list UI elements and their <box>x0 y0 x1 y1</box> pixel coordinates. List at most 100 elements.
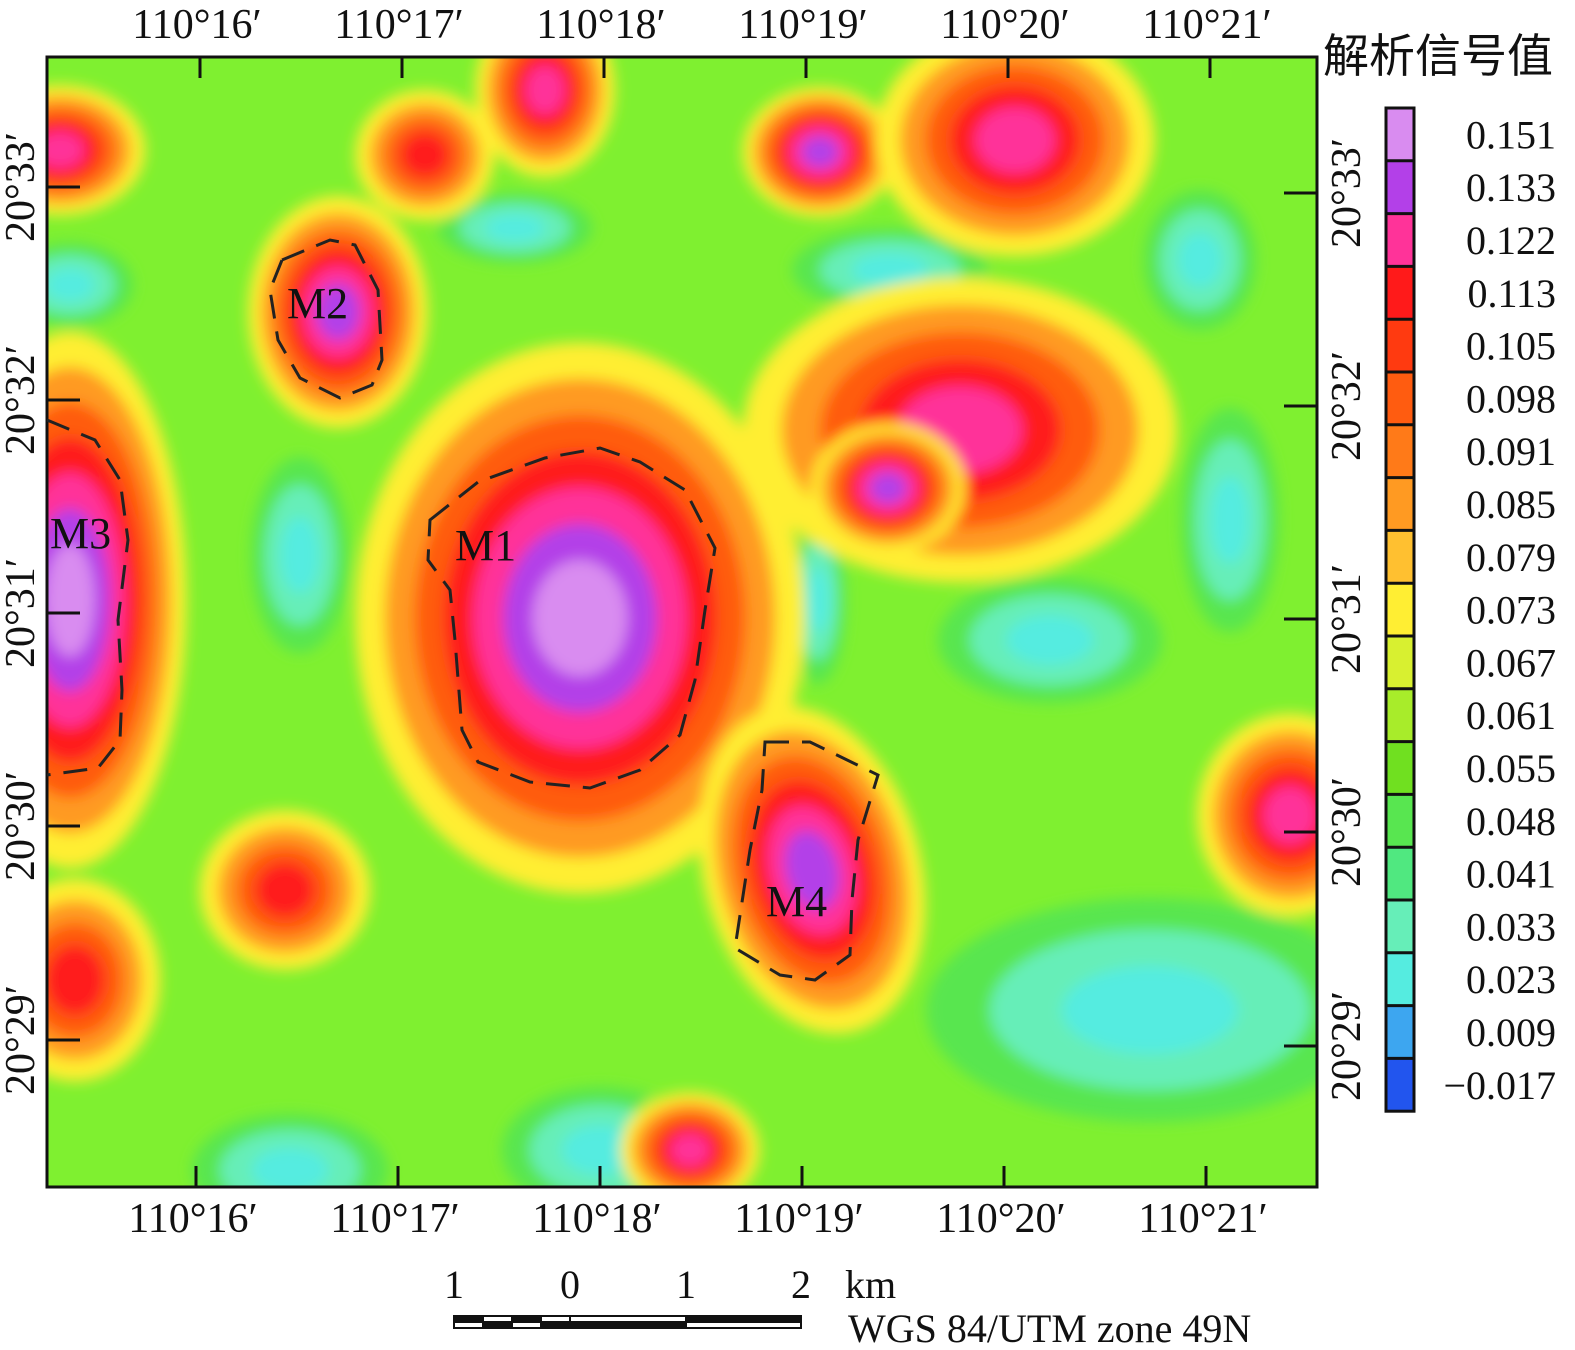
legend-swatch <box>1386 530 1414 584</box>
legend-value: 0.113 <box>1467 271 1556 316</box>
legend-swatch <box>1386 266 1414 320</box>
low-region <box>1006 615 1094 665</box>
legend-swatch <box>1386 160 1414 214</box>
legend-swatch <box>1386 741 1414 795</box>
legend-swatch <box>1386 1058 1414 1112</box>
legend-swatch <box>1386 688 1414 742</box>
left-lat-label: 20°29′ <box>0 985 44 1095</box>
legend-value: 0.122 <box>1466 218 1556 263</box>
high-region <box>801 136 839 168</box>
low-region <box>561 1125 639 1175</box>
left-lat-label: 20°32′ <box>0 345 44 455</box>
scale-bar-segment <box>482 1321 513 1329</box>
anomaly-field <box>47 57 1317 1187</box>
scale-label: 0 <box>560 1262 580 1307</box>
legend-value: 0.098 <box>1466 376 1556 421</box>
bottom-lon-label: 110°17′ <box>330 1196 459 1242</box>
anomaly-labels: M1 M2 M3 M4 <box>50 279 827 926</box>
color-legend: 解析信号值 0.151 0.133 0.122 0.113 0.105 0.098 0.09… <box>1323 31 1556 1113</box>
high-region <box>255 862 315 918</box>
anomaly-m2 <box>316 283 360 341</box>
low-region <box>484 214 546 242</box>
scale-bar-blocks <box>453 1315 802 1329</box>
scale-label: 1 <box>676 1262 696 1307</box>
legend-value: 0.041 <box>1466 852 1556 897</box>
anomaly-m3 <box>47 543 95 657</box>
legend-value: 0.151 <box>1466 112 1556 157</box>
right-lat-label: 20°32′ <box>1324 351 1370 461</box>
legend-value: 0.033 <box>1466 904 1556 949</box>
low-region <box>1210 476 1250 564</box>
legend-frame <box>1384 106 1416 1113</box>
anomaly-m4 <box>784 830 840 910</box>
low-region <box>807 567 829 633</box>
top-lon-label: 110°18′ <box>536 2 665 48</box>
legend-value: 0.091 <box>1466 429 1556 474</box>
bottom-longitude-labels: 110°16′ 110°17′ 110°18′ 110°19′ 110°20′ … <box>128 1196 1267 1242</box>
legend-swatch <box>1386 372 1414 425</box>
legend-value: 0.105 <box>1466 324 1556 369</box>
right-latitude-labels: 20°33′ 20°32′ 20°31′ 20°30′ 20°29′ <box>1324 138 1370 1101</box>
left-lat-label: 20°30′ <box>0 771 44 881</box>
bottom-lon-label: 110°18′ <box>532 1196 661 1242</box>
legend-value: 0.048 <box>1466 799 1556 844</box>
legend-value: 0.023 <box>1466 957 1556 1002</box>
high-region <box>525 65 565 115</box>
legend-swatch <box>1386 477 1414 531</box>
legend-value: 0.061 <box>1466 693 1556 738</box>
legend-value: 0.055 <box>1466 746 1556 791</box>
scale-label: 2 <box>791 1262 811 1307</box>
left-lat-label: 20°31′ <box>0 558 44 668</box>
label-m1: M1 <box>455 521 516 570</box>
legend-swatch <box>1386 900 1414 953</box>
top-lon-label: 110°16′ <box>132 2 261 48</box>
legend-value: 0.133 <box>1466 165 1556 210</box>
scale-label: 1 <box>444 1262 464 1307</box>
legend-swatch <box>1386 424 1414 478</box>
low-region <box>280 516 320 594</box>
legend-swatch <box>1386 213 1414 267</box>
high-region <box>1263 786 1317 844</box>
outline-m3 <box>46 418 130 777</box>
scale-bar-segment <box>540 1321 571 1329</box>
left-lat-label: 20°33′ <box>0 132 44 242</box>
legend-value: −0.017 <box>1443 1063 1556 1108</box>
high-region <box>670 1133 710 1167</box>
legend-swatch <box>1386 108 1414 161</box>
legend-swatch <box>1386 319 1414 372</box>
scale-unit: km <box>845 1262 896 1307</box>
bottom-lon-label: 110°16′ <box>128 1196 257 1242</box>
low-region <box>251 1148 329 1187</box>
map-frame <box>45 55 1319 1189</box>
label-m3: M3 <box>50 509 111 558</box>
label-m4: M4 <box>766 877 827 926</box>
low-region <box>851 253 929 287</box>
legend-swatch <box>1386 952 1414 1006</box>
graticule-ticks <box>47 57 1317 1187</box>
legend-swatch <box>1386 1005 1414 1059</box>
high-region <box>400 132 450 178</box>
high-region <box>975 106 1055 174</box>
scale-bar-segment <box>569 1321 687 1329</box>
right-lat-label: 20°33′ <box>1324 138 1370 248</box>
top-lon-label: 110°17′ <box>334 2 463 48</box>
outline-m2 <box>268 238 384 400</box>
legend-swatches <box>1384 106 1416 1113</box>
legend-value: 0.073 <box>1466 588 1556 633</box>
left-latitude-labels: 20°33′ 20°32′ 20°31′ 20°30′ 20°29′ <box>0 132 44 1095</box>
low-region <box>47 268 95 302</box>
label-m2: M2 <box>287 279 348 328</box>
scale-bar: 1 0 1 2 km WGS 84/UTM zone 49N <box>444 1262 1251 1350</box>
top-lon-label: 110°19′ <box>738 2 867 48</box>
anomaly-outlines <box>46 238 880 982</box>
legend-swatch <box>1386 583 1414 636</box>
bottom-lon-label: 110°21′ <box>1138 1196 1267 1242</box>
legend-title: 解析信号值 <box>1323 31 1553 82</box>
high-region <box>869 472 907 504</box>
scale-bar-segment <box>511 1321 542 1329</box>
anomaly-m1 <box>532 560 628 676</box>
legend-value: 0.009 <box>1466 1010 1556 1055</box>
legend-value: 0.079 <box>1466 535 1556 580</box>
legend-labels: 0.151 0.133 0.122 0.113 0.105 0.098 0.091 0.085… <box>1443 112 1556 1107</box>
